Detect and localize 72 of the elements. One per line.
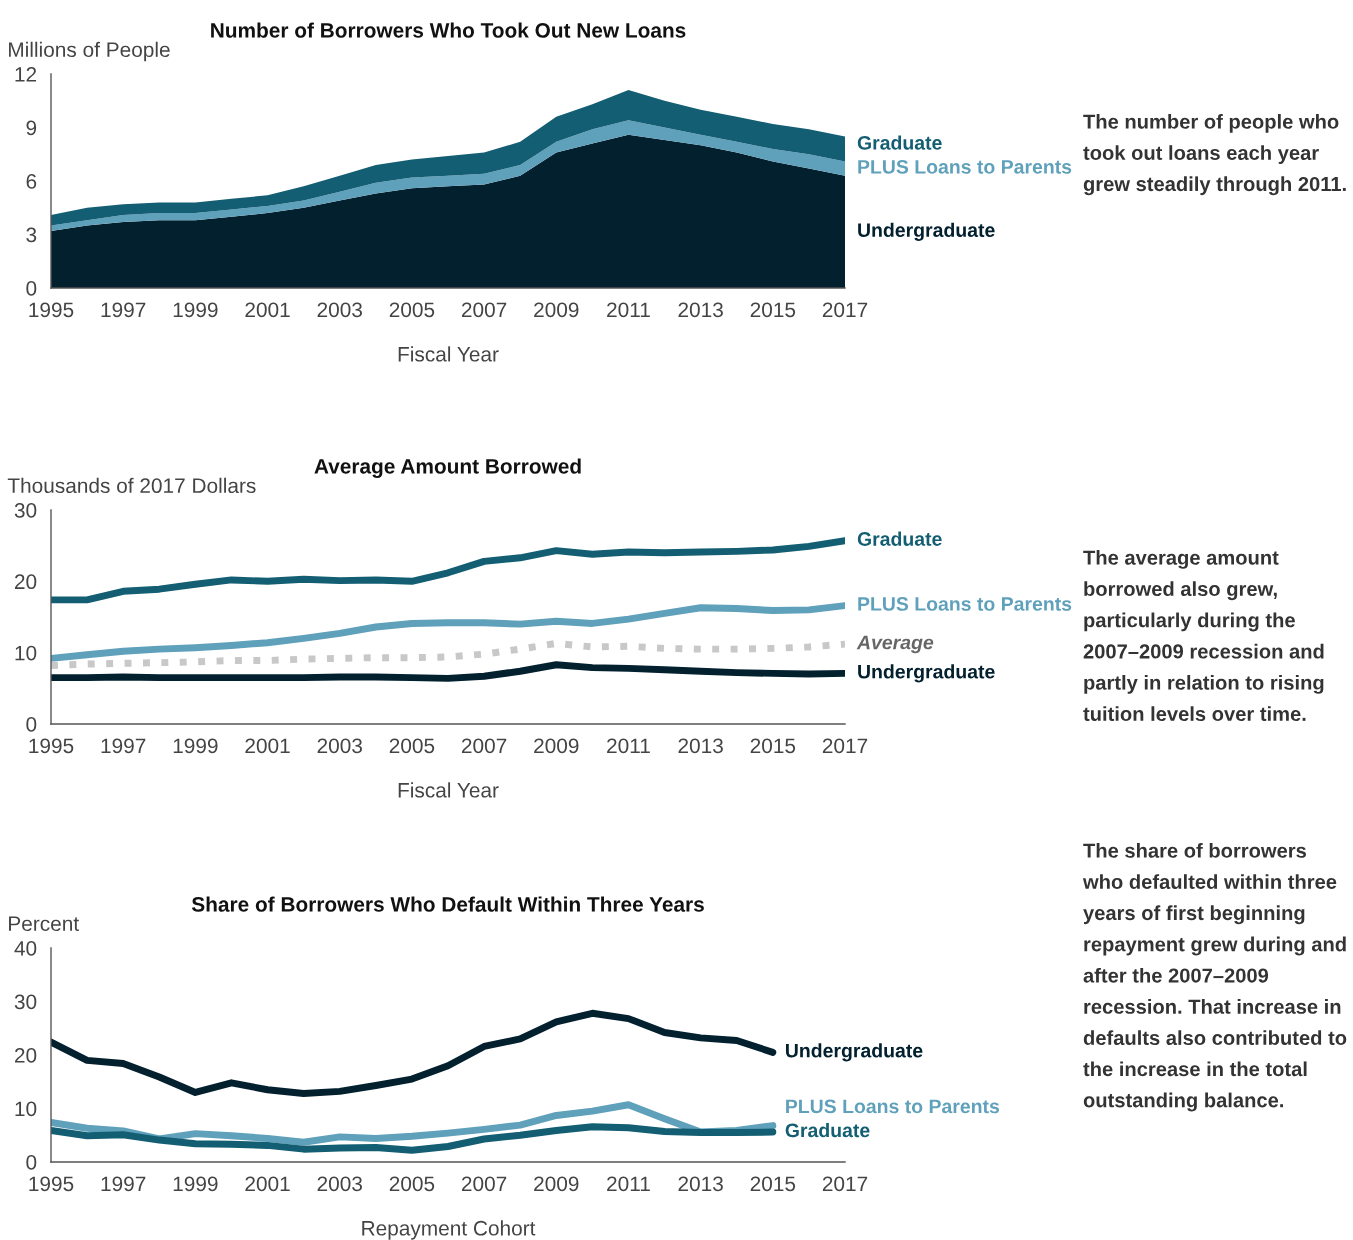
y-tick-label: 20 xyxy=(14,1048,37,1063)
x-tick-label: 2005 xyxy=(389,738,435,754)
x-tick-label: 1999 xyxy=(173,302,218,318)
y-tick-label: 6 xyxy=(26,174,37,189)
x-tick-label: 2003 xyxy=(317,302,362,318)
x-axis-title: Fiscal Year xyxy=(398,346,499,362)
text: The average amount borrowed also grew, particularly during the 2007–2009 recession and partly in relation to rising tuition levels over time. xyxy=(1083,550,1324,722)
y-tick-label: 20 xyxy=(14,574,37,590)
chart-title: Average Amount Borrowed xyxy=(314,458,581,478)
series-label: Undergraduate xyxy=(785,1043,923,1062)
series-label: Graduate xyxy=(857,531,942,546)
x-tick-label: 2011 xyxy=(607,1176,650,1192)
y-axis-title: Millions of People xyxy=(9,41,170,62)
y-axis-title: Percent xyxy=(9,916,79,932)
text: The share of borrowers who defaulted within three years of first beginning repayment grew during and after the 2007–2009 recession. That increase in defaults also contributed to the increase in the total outstanding balance. xyxy=(1082,843,1347,1112)
text: The number of people who took out loans each year grew steadily through 2011. xyxy=(1083,114,1346,196)
x-tick-label: 1997 xyxy=(101,1176,146,1192)
x-tick-label: 1999 xyxy=(173,738,218,754)
x-tick-label: 2007 xyxy=(461,1176,507,1192)
series-label: Graduate xyxy=(857,135,942,150)
chart-title: Share of Borrowers Who Default Within Three Years xyxy=(191,896,704,912)
x-axis-title: Fiscal Year xyxy=(398,782,499,798)
x-tick-label: 1995 xyxy=(29,738,74,754)
y-tick-label: 3 xyxy=(26,227,37,243)
y-tick-label: 30 xyxy=(14,994,37,1010)
x-tick-label: 1995 xyxy=(29,302,74,318)
x-tick-label: 2005 xyxy=(389,1176,435,1192)
series-label: Graduate xyxy=(785,1122,870,1138)
y-tick-label: 30 xyxy=(14,503,37,518)
x-tick-label: 2001 xyxy=(245,1176,290,1192)
x-tick-label: 1997 xyxy=(101,302,146,318)
y-tick-label: 40 xyxy=(14,941,37,956)
x-tick-label: 2013 xyxy=(678,302,723,318)
x-tick-label: 2013 xyxy=(678,738,723,754)
x-tick-label: 2009 xyxy=(534,302,579,318)
x-tick-label: 2011 xyxy=(607,738,650,754)
x-tick-label: 2005 xyxy=(389,302,435,318)
x-tick-label: 1997 xyxy=(101,738,146,754)
series-label: Undergraduate xyxy=(858,664,995,683)
x-tick-label: 2003 xyxy=(317,738,362,754)
x-tick-label: 2011 xyxy=(607,302,650,318)
y-tick-label: 0 xyxy=(26,717,37,732)
x-tick-label: 2003 xyxy=(317,1176,362,1192)
y-axis-title: Thousands of 2017 Dollars xyxy=(7,477,256,494)
x-tick-label: 1999 xyxy=(173,1176,218,1192)
series-label: PLUS Loans to Parents xyxy=(858,597,1072,611)
x-tick-label: 2013 xyxy=(678,1176,723,1192)
series-label: PLUS Loans to Parents xyxy=(786,1099,1000,1114)
x-tick-label: 2015 xyxy=(750,738,796,754)
y-tick-label: 12 xyxy=(15,67,37,82)
x-tick-label: 1995 xyxy=(29,1176,74,1192)
y-tick-label: 0 xyxy=(26,281,37,296)
chart-title: Number of Borrowers Who Took Out New Loans xyxy=(211,22,686,38)
x-tick-label: 2015 xyxy=(750,1176,796,1192)
x-tick-label: 2009 xyxy=(534,1176,579,1192)
x-tick-label: 2001 xyxy=(245,302,290,318)
y-tick-label: 9 xyxy=(26,120,37,136)
x-tick-label: 2001 xyxy=(245,738,290,754)
series-label: PLUS Loans to Parents xyxy=(858,159,1072,174)
x-tick-label: 2007 xyxy=(461,302,507,318)
x-axis-title: Repayment Cohort xyxy=(362,1220,536,1240)
y-tick-label: 10 xyxy=(15,1101,37,1117)
x-tick-label: 2015 xyxy=(750,302,796,318)
y-tick-label: 10 xyxy=(15,645,37,661)
x-tick-label: 2017 xyxy=(822,302,868,318)
series-label: Undergraduate xyxy=(858,222,995,241)
x-tick-label: 2009 xyxy=(534,738,579,754)
y-tick-label: 0 xyxy=(26,1155,37,1170)
series-label: Average xyxy=(856,635,934,654)
x-tick-label: 2007 xyxy=(461,738,507,754)
x-tick-label: 2017 xyxy=(822,1176,868,1192)
x-tick-label: 2017 xyxy=(822,738,868,754)
